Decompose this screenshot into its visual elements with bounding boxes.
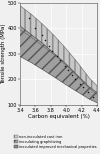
Point (52, 50, 53, 53)
Point (67, 68, 68, 71)
Point (64, 65, 66, 67)
Point (28, 17, 30, 20)
Point (82, 86, 84, 89)
Point (56, 55, 58, 58)
Point (79, 83, 81, 85)
Point (41, 34, 42, 36)
Point (75, 78, 76, 81)
Legend: non-inoculated cast iron, inoculating graphitizing, inoculated improved mechanic: non-inoculated cast iron, inoculating gr… (14, 135, 97, 149)
Point (48, 45, 50, 47)
Point (87, 91, 89, 93)
Point (92, 95, 94, 98)
Point (35, 27, 36, 30)
Y-axis label: Tensile strength (MPa): Tensile strength (MPa) (1, 24, 6, 84)
Point (72, 73, 73, 76)
X-axis label: Carbon equivalent (%): Carbon equivalent (%) (28, 114, 89, 119)
Point (59, 59, 61, 61)
Point (44, 39, 45, 41)
